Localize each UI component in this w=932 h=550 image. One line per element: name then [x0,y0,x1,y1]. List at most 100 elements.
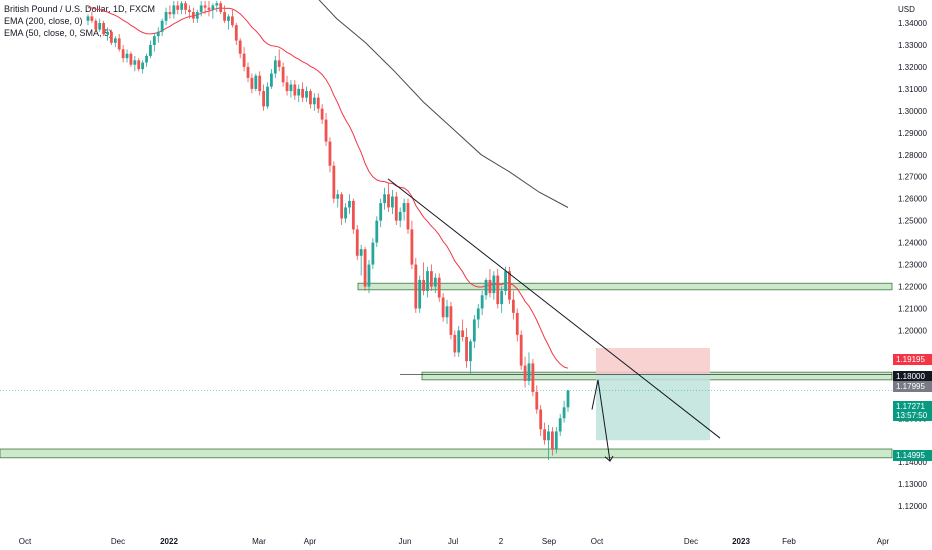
candle-body [336,194,340,199]
price-label-badge [893,371,932,382]
candle-body [562,407,566,419]
candle-body [293,84,297,96]
candle-body [215,3,219,6]
candle-body [141,62,145,70]
candle-body [281,66,285,83]
candle-body [355,229,359,256]
candle-body [137,60,141,70]
candle-body [316,97,320,109]
candle-body [211,5,215,10]
x-tick-label: 2023 [732,537,750,546]
candle-body [86,16,90,21]
candle-body [492,275,496,294]
x-tick-label: Oct [19,537,32,546]
candle-body [129,53,133,65]
candle-body [234,25,238,41]
ema50-legend: EMA (50, close, 0, SMA, 5) [4,28,113,38]
candle-body [246,66,250,78]
candle-body [266,86,269,107]
ema50-line [87,7,569,369]
candle-body [149,44,152,56]
candle-body [508,271,511,300]
x-tick-label: Dec [684,537,698,546]
price-label-text: 1.14995 [896,451,925,460]
y-tick-label: 1.23000 [898,261,927,270]
candle-body [476,308,480,320]
x-tick-label: Apr [304,537,317,546]
candle-body [305,91,308,98]
candle-body [433,277,437,287]
candle-body [344,207,347,219]
candle-body [554,431,558,450]
price-label-badge [893,401,932,421]
candle-body [359,249,363,256]
candle-body [297,88,301,96]
candle-body [449,306,453,335]
candle-body [102,23,106,34]
ema200-legend: EMA (200, close, 0) [4,16,83,26]
candle-body [125,53,129,59]
currency-label: USD [898,5,915,14]
y-tick-label: 1.29000 [898,129,927,138]
candle-body [94,20,98,30]
candle-body [164,12,168,21]
candle-body [519,334,523,366]
candle-body [176,5,180,10]
chart-legend: British Pound / U.S. Dollar, 1D, FXCM EM… [4,3,155,39]
candle-body [195,12,199,19]
candle-body [207,7,211,10]
candle-body [406,203,410,230]
y-tick-label: 1.28000 [898,151,927,160]
candle-body [500,290,504,305]
y-tick-label: 1.22000 [898,283,927,292]
candle-body [484,279,488,296]
candle-body [426,271,429,291]
price-label-text: 1.17995 [896,382,925,391]
candle-body [504,271,507,291]
candle-body [387,194,390,208]
candle-body [203,5,207,8]
x-tick-label: Mar [252,537,266,546]
candle-body [402,203,406,212]
price-label-badge [893,354,932,365]
candle-body [390,196,394,208]
candle-body [121,49,125,59]
price-label-text: 1.17271 [896,402,925,411]
candle-body [117,38,121,50]
candle-body [418,279,422,309]
y-tick-label: 1.27000 [898,173,927,182]
projection-arrow [591,379,611,462]
candle-body [110,31,113,43]
candle-body [227,16,230,21]
candle-body [453,334,457,353]
candle-body [145,55,148,63]
price-label-badge [893,450,932,461]
candle-body [375,220,379,243]
candle-body [379,203,383,221]
candle-body [262,91,266,107]
candle-body [184,3,187,10]
price-label-badge [893,381,932,392]
position-stop-area [596,348,710,375]
candle-body [472,319,476,342]
candle-body [535,391,539,410]
candle-body [566,390,570,408]
candle-body [371,242,375,265]
y-tick-label: 1.12000 [898,502,927,511]
candle-body [523,365,527,381]
candle-body [270,73,273,87]
candle-body [277,60,281,67]
x-tick-label: Sep [542,537,557,546]
candle-body [410,229,414,265]
candle-body [285,82,289,92]
y-tick-label: 1.34000 [898,19,927,28]
candle-body [496,275,500,305]
y-tick-label: 1.30000 [898,107,927,116]
candle-body [445,306,449,318]
y-tick-label: 1.31000 [898,85,927,94]
ema200-line [318,0,569,208]
candle-body [480,295,484,309]
candle-body [383,194,386,204]
candle-body [465,337,468,362]
